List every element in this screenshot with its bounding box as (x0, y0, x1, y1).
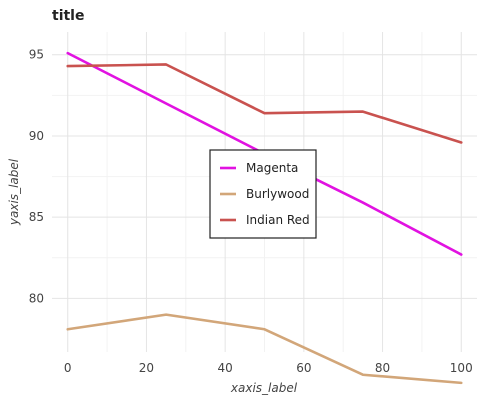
x-tick-label: 60 (296, 361, 311, 375)
y-tick-label: 85 (29, 210, 44, 224)
series-line-burlywood (66, 313, 463, 385)
legend-label: Indian Red (246, 213, 310, 227)
y-tick-label: 90 (29, 129, 44, 143)
y-axis-label: yaxis_label (7, 158, 21, 226)
x-tick-label: 20 (139, 361, 154, 375)
legend: Magenta Burlywood Indian Red (209, 149, 317, 239)
x-tick-label: 0 (64, 361, 72, 375)
legend-label: Burlywood (246, 187, 309, 201)
chart-title: title (52, 8, 84, 24)
x-tick-label: 40 (218, 361, 233, 375)
series-line-indian-red (66, 63, 463, 144)
y-tick-label: 80 (29, 291, 44, 305)
x-axis-label: xaxis_label (230, 381, 298, 395)
y-tick-label: 95 (29, 48, 44, 62)
legend-label: Magenta (246, 161, 298, 175)
tick-labels: 0 20 40 60 80 100 80 85 90 95 (29, 48, 473, 375)
x-tick-label: 100 (450, 361, 473, 375)
x-tick-label: 80 (375, 361, 390, 375)
